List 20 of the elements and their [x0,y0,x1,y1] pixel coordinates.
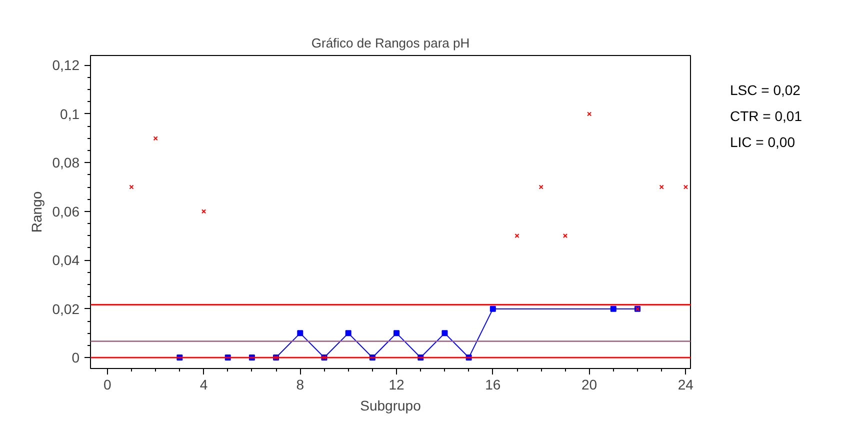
x-tick-label: 8 [296,376,304,392]
x-axis-title: Subgrupo [360,398,422,414]
x-tick-label: 12 [388,376,405,392]
y-tick-label: 0,04 [52,252,80,268]
x-tick-label: 16 [485,376,501,392]
x-tick-label: 4 [200,376,208,392]
x-tick-label: 24 [678,376,694,392]
text: LIC = 0,00 [730,133,796,152]
y-tick-label: 0,1 [60,106,80,122]
x-tick-label: 0 [103,376,112,392]
y-tick-label: 0 [72,350,80,366]
y-tick-label: 0,12 [52,57,80,74]
chart-title: Gráfico de Rangos para pH [311,36,470,50]
y-tick-label: 0,02 [52,300,80,317]
text: LSC = 0,02 [730,81,802,100]
x-tick-label: 20 [582,376,598,392]
y-tick-label: 0,06 [52,203,80,220]
y-axis-title: Rango [28,191,44,233]
text: CTR = 0,01 [730,107,802,126]
y-tick-label: 0,08 [52,154,80,171]
